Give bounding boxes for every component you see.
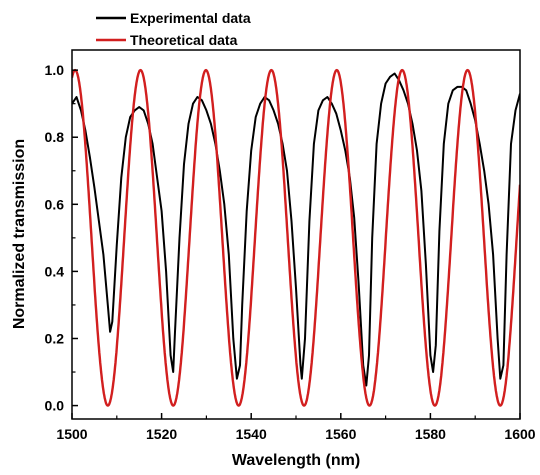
x-tick-label: 1540 [236, 426, 267, 442]
x-tick-label: 1600 [504, 426, 535, 442]
legend: Experimental data Theoretical data [96, 10, 251, 48]
x-tick-label: 1580 [415, 426, 446, 442]
legend-label-experimental: Experimental data [130, 10, 251, 26]
x-tick-label: 1520 [146, 426, 177, 442]
legend-label-theoretical: Theoretical data [130, 32, 238, 48]
y-tick-label: 0.2 [45, 330, 65, 346]
x-tick-label: 1500 [56, 426, 87, 442]
plot-area [71, 49, 521, 420]
y-tick-label: 0.6 [45, 196, 65, 212]
axis-ticks: 1500 1520 1540 1560 1580 1600 0.0 0.2 0.4 0.6 0.8 1… [45, 62, 536, 442]
y-tick-label: 0.0 [45, 398, 65, 414]
x-tick-label: 1560 [325, 426, 356, 442]
y-tick-label: 0.8 [45, 129, 65, 145]
series-line-theoretical [72, 68, 520, 407]
y-tick-label: 1.0 [45, 62, 65, 78]
y-axis-title: Normalized transmission [11, 139, 28, 329]
series-line-experimental [72, 72, 520, 387]
x-axis-title: Wavelength (nm) [232, 452, 360, 469]
y-tick-label: 0.4 [45, 263, 65, 279]
